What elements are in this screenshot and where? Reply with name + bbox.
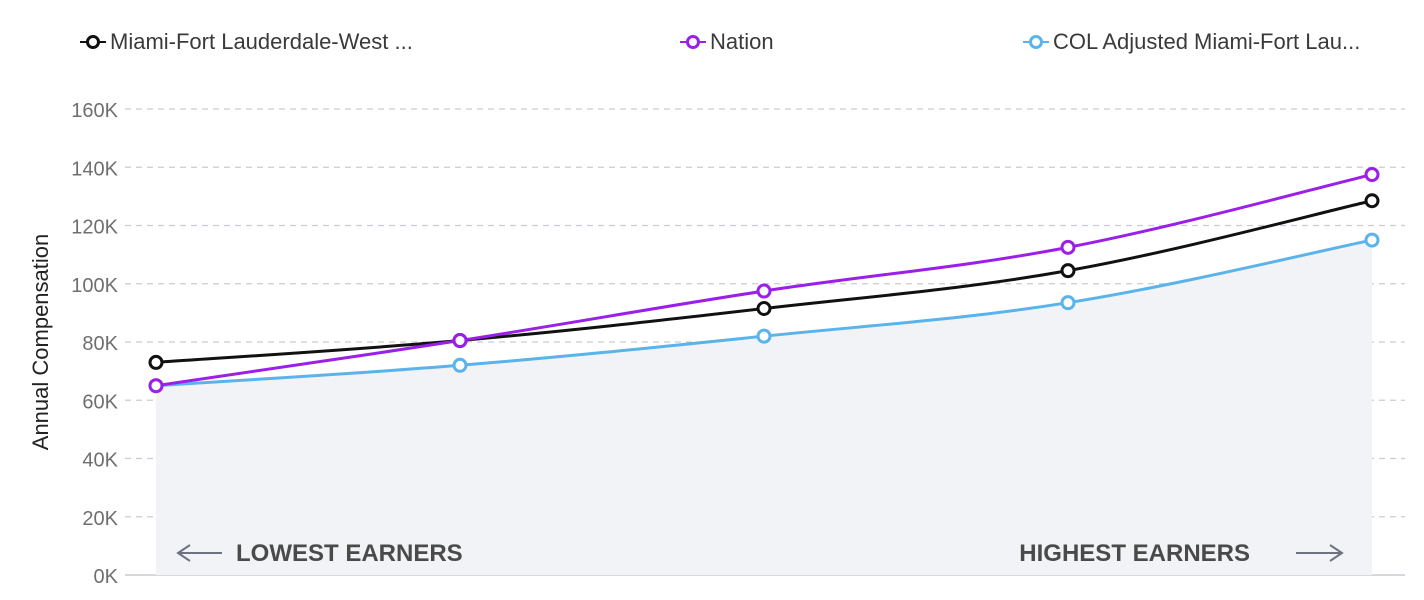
legend-label-nation: Nation [710, 29, 774, 54]
data-point[interactable] [756, 301, 772, 317]
series-points [148, 167, 1380, 394]
legend-item-nation[interactable]: Nation [680, 22, 774, 62]
data-point[interactable] [1060, 263, 1076, 279]
legend-marker-icon [1023, 35, 1049, 49]
legend-marker-icon [80, 35, 106, 49]
legend-label-col-adjusted: COL Adjusted Miami-Fort Lau... [1053, 29, 1361, 54]
left-arrow-icon [176, 544, 222, 562]
y-tick-label: 120K [71, 217, 118, 239]
area-fill-col-adjusted [156, 240, 1372, 575]
legend-marker-icon [680, 35, 706, 49]
data-point[interactable] [452, 333, 468, 349]
data-point[interactable] [756, 328, 772, 344]
y-axis: 0K 20K 40K 60K 80K 100K 120K 140K 160K [71, 100, 118, 588]
data-point[interactable] [1364, 232, 1380, 248]
data-point[interactable] [148, 378, 164, 394]
data-point[interactable] [1060, 239, 1076, 255]
data-point[interactable] [452, 357, 468, 373]
legend-label-miami: Miami-Fort Lauderdale-West ... [110, 29, 413, 54]
data-point[interactable] [1364, 193, 1380, 209]
y-tick-label: 100K [71, 275, 118, 297]
area-layer [156, 240, 1372, 575]
data-point[interactable] [1364, 167, 1380, 183]
data-point[interactable] [1060, 295, 1076, 311]
legend-item-col-adjusted[interactable]: COL Adjusted Miami-Fort Lau... [1023, 22, 1361, 62]
y-axis-title: Annual Compensation [28, 234, 53, 450]
highest-earners-label: HIGHEST EARNERS [1019, 540, 1250, 567]
right-arrow-icon [1296, 544, 1344, 562]
y-tick-label: 80K [82, 333, 118, 355]
y-tick-label: 160K [71, 100, 118, 122]
y-tick-label: 140K [71, 158, 118, 180]
legend-item-miami[interactable]: Miami-Fort Lauderdale-West ... [80, 22, 413, 62]
data-point[interactable] [756, 283, 772, 299]
y-tick-label: 60K [82, 391, 118, 413]
data-point[interactable] [148, 354, 164, 370]
y-tick-label: 0K [94, 566, 119, 588]
y-tick-label: 40K [82, 450, 118, 472]
y-tick-label: 20K [82, 508, 118, 530]
lowest-earners-label: LOWEST EARNERS [236, 540, 463, 567]
annotations: LOWEST EARNERS HIGHEST EARNERS [176, 540, 1344, 567]
